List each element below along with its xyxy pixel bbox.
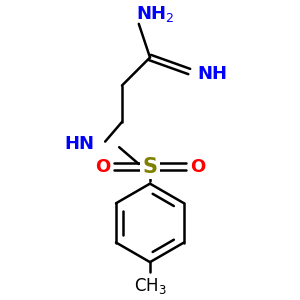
Text: S: S: [142, 157, 158, 177]
Text: NH: NH: [198, 65, 228, 83]
Text: HN: HN: [64, 135, 94, 153]
Text: O: O: [190, 158, 205, 176]
Text: O: O: [95, 158, 110, 176]
Text: CH$_3$: CH$_3$: [134, 276, 166, 296]
Text: NH$_2$: NH$_2$: [136, 4, 175, 24]
